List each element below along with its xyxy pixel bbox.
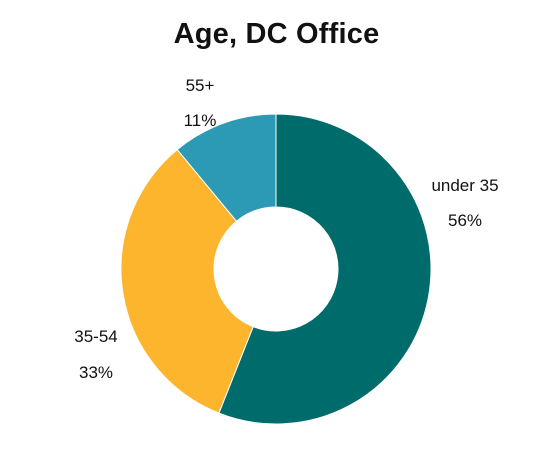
labels-group: under 35 56% 35-54 33% 55+ 11% xyxy=(74,76,498,382)
slices-group xyxy=(120,113,432,425)
slice-value-label: 11% xyxy=(184,111,217,130)
slice-value-label: 56% xyxy=(448,211,482,230)
chart-title: Age, DC Office xyxy=(173,18,380,50)
slice-under-35 xyxy=(218,113,432,425)
slice-category-label: under 35 xyxy=(431,176,498,195)
slice-category-label: 55+ xyxy=(186,76,215,95)
slice-category-label: 35-54 xyxy=(74,327,117,346)
slice-value-label: 33% xyxy=(79,363,113,382)
slice-55- xyxy=(176,113,277,222)
slice-35-54 xyxy=(120,148,254,414)
